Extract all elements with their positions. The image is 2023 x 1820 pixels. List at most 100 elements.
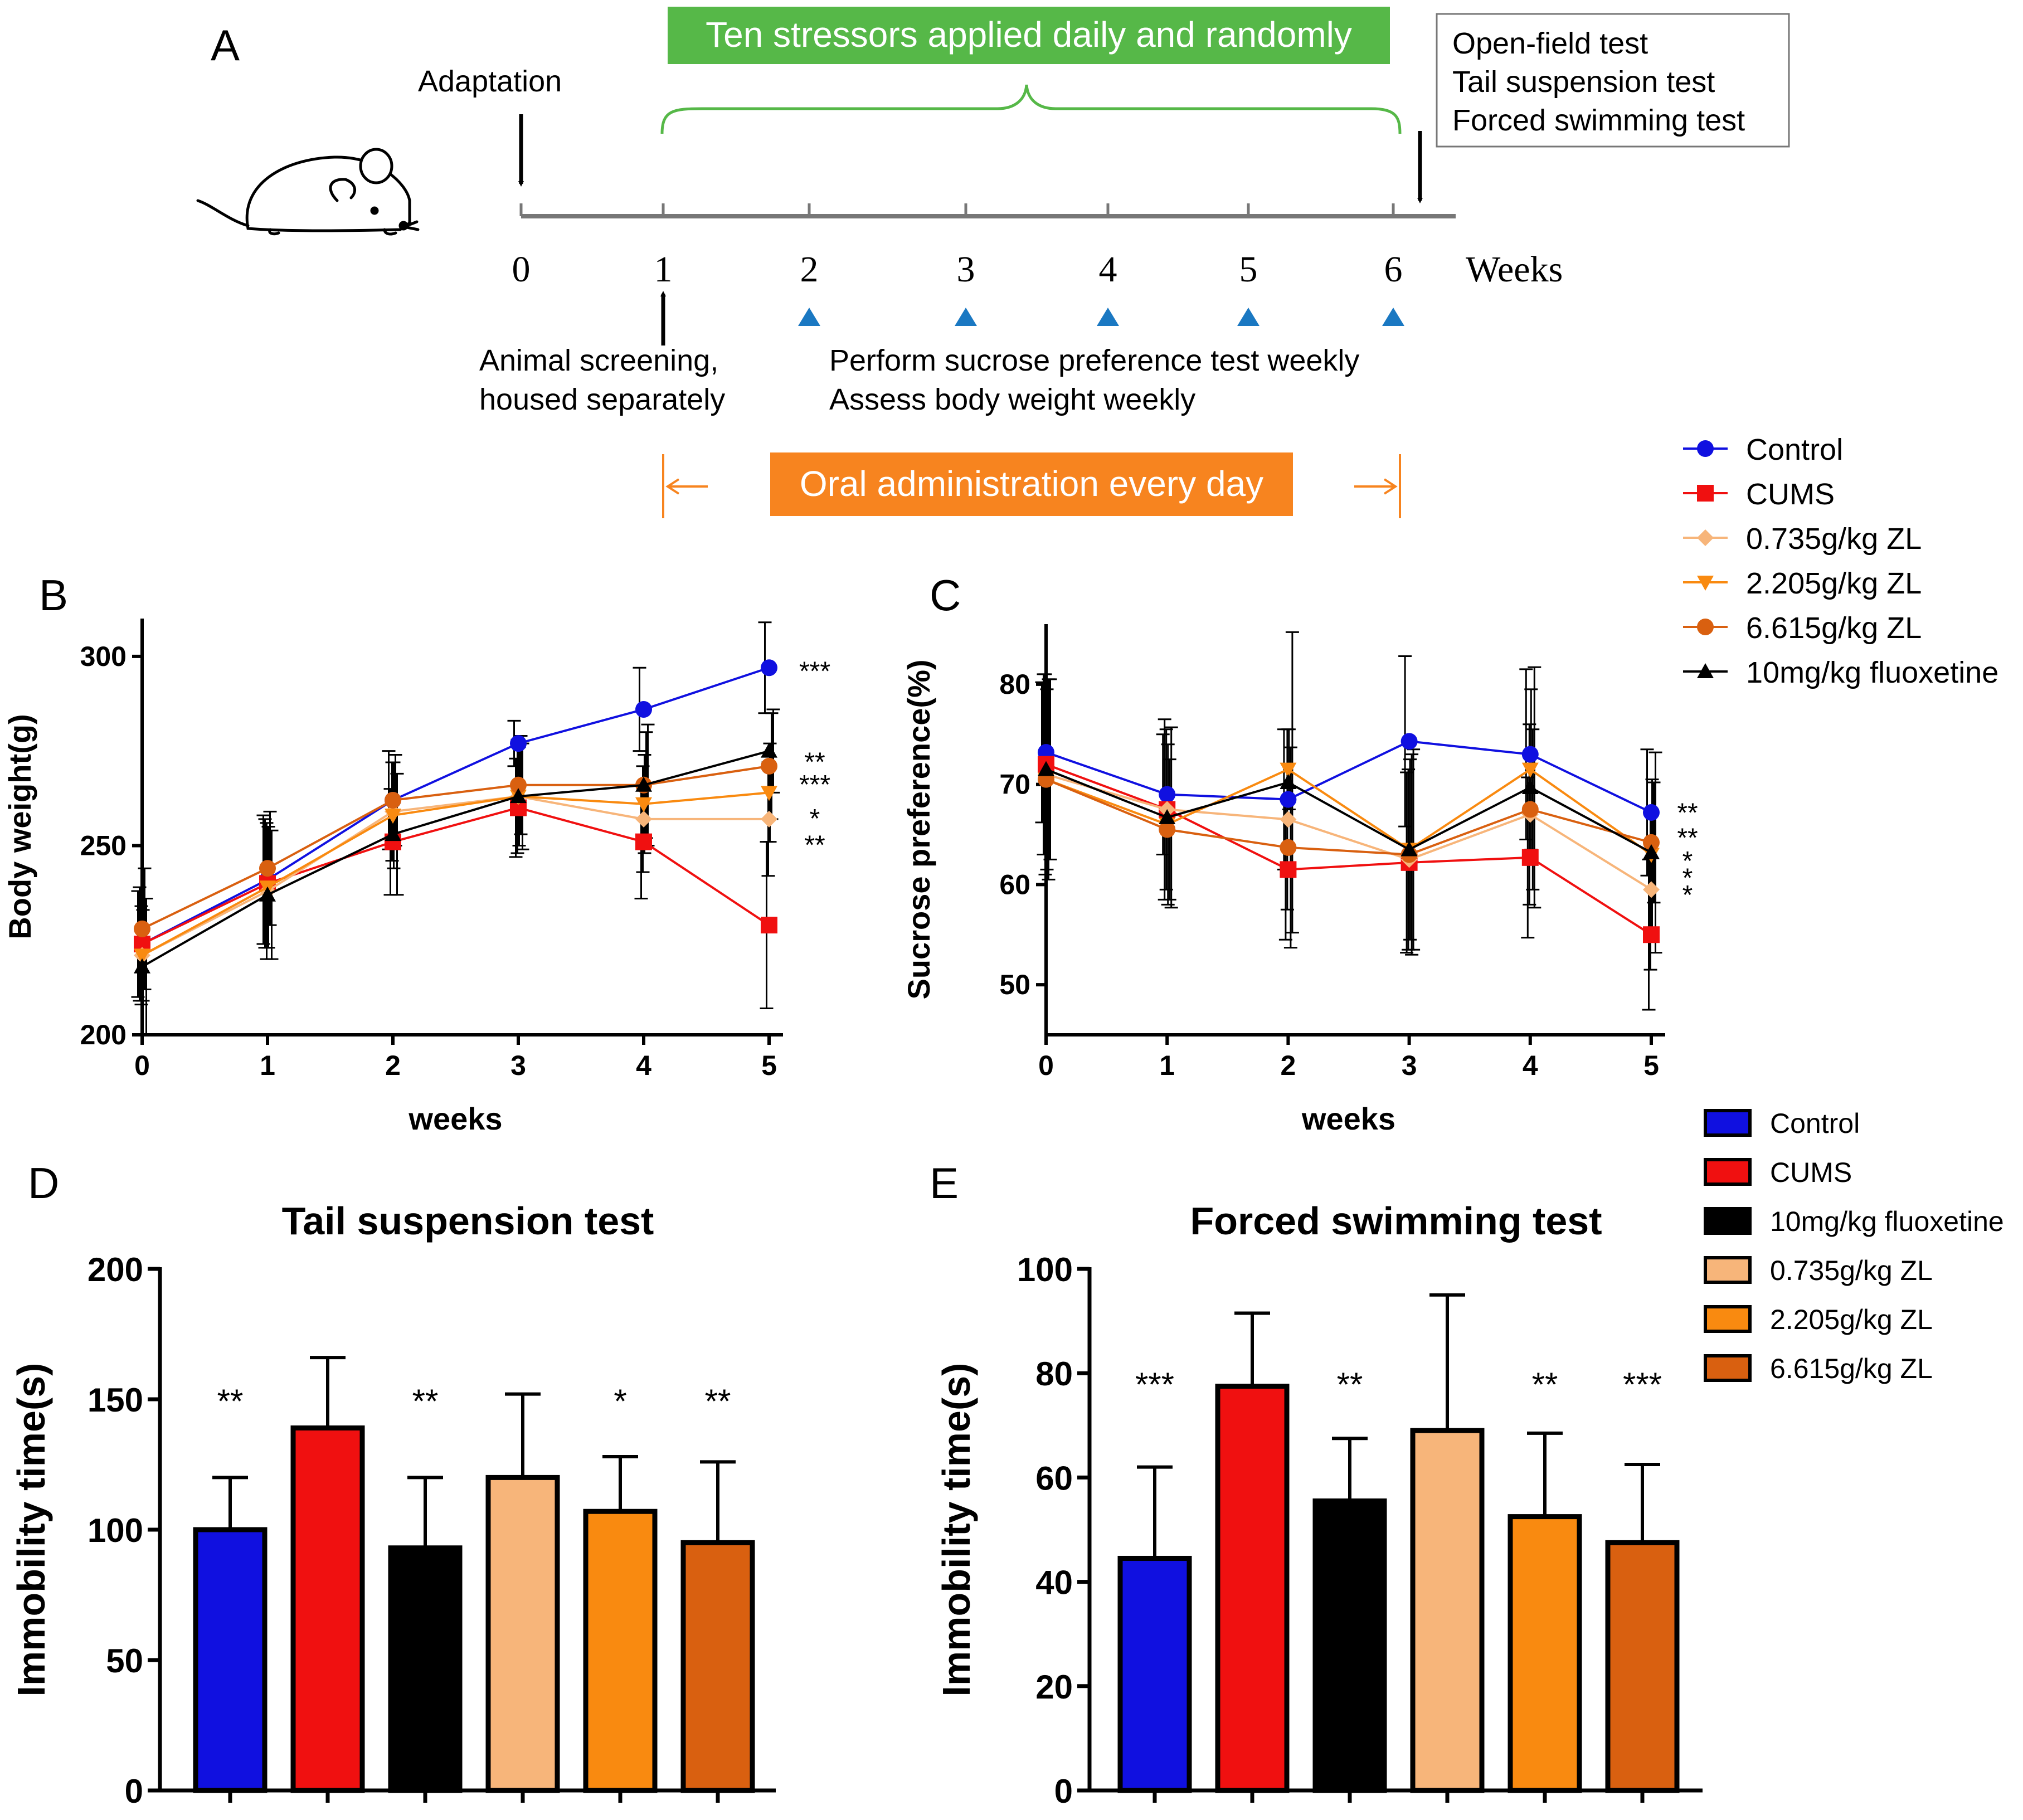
x-tick-label: 4 (636, 1050, 651, 1081)
y-tick-label: 80 (1035, 1355, 1073, 1393)
week-label-2: 2 (800, 249, 819, 290)
y-tick-label: 100 (87, 1512, 143, 1549)
panel-a-timeline: A Ten stressors applied daily and random… (196, 7, 1790, 518)
weekly-test-triangle-6 (1382, 308, 1404, 326)
data-point-cums (635, 833, 652, 850)
y-tick-label: 20 (1035, 1668, 1073, 1706)
stressor-brace (660, 84, 1402, 134)
y-tick-label: 0 (1054, 1773, 1073, 1810)
significance-label: ** (1337, 1366, 1363, 1403)
legend-label-0: Control (1746, 433, 1843, 466)
legend-marker-5 (1697, 663, 1714, 678)
chart-title: Forced swimming test (1190, 1199, 1602, 1243)
data-point-fluoxetine (635, 776, 652, 792)
data-point-control (761, 659, 777, 677)
y-axis-title: Immobility time(s) (9, 1363, 53, 1697)
data-point-fluoxetine (1643, 844, 1660, 859)
data-point-control (1400, 733, 1418, 750)
legend-label-1: CUMS (1746, 478, 1835, 511)
significance-label: ** (1532, 1366, 1558, 1403)
screening-line-2: housed separately (479, 383, 725, 416)
bar-legend-swatch-3 (1704, 1256, 1752, 1284)
series-line-cums (142, 806, 770, 945)
significance-annotation: ** (1677, 823, 1698, 853)
x-tick-label: 3 (510, 1050, 526, 1081)
data-point-zl_mid (1521, 762, 1539, 778)
adaptation-label: Adaptation (418, 65, 562, 98)
significance-label: ** (217, 1383, 244, 1420)
data-point-fluoxetine (1521, 779, 1539, 795)
data-point-zl_mid (1280, 762, 1297, 778)
series-line-zl_low (142, 795, 769, 957)
data-point-control (1280, 791, 1297, 808)
data-point-fluoxetine (1400, 841, 1418, 857)
data-point-zl_high (1159, 821, 1176, 838)
bar-legend-label-4: 2.205g/kg ZL (1770, 1304, 1933, 1335)
data-point-control (1643, 804, 1660, 821)
oral-banner (770, 452, 1293, 516)
panel-label-c: C (930, 571, 961, 620)
panel-label-d: D (28, 1159, 59, 1208)
series-line-fluoxetine (142, 750, 770, 968)
bar-cums (1215, 1384, 1290, 1793)
bar-legend-label-1: CUMS (1770, 1157, 1852, 1188)
y-tick-label: 100 (1017, 1251, 1073, 1288)
bar-control (1117, 1555, 1192, 1793)
week-label-0: 0 (512, 249, 531, 290)
data-point-control (1521, 746, 1539, 763)
bar-legend-label-2: 10mg/kg fluoxetine (1770, 1206, 2004, 1237)
bar-legend: Control CUMS 10mg/kg fluoxetine 0.735g/kg Z… (1704, 1108, 2004, 1384)
bar-legend-swatch-1 (1704, 1158, 1752, 1186)
y-tick-label: 60 (999, 869, 1030, 900)
legend-label-3: 2.205g/kg ZL (1746, 567, 1922, 600)
test-open-field: Open-field test (1452, 27, 1648, 60)
bar-fluoxetine (1312, 1498, 1387, 1793)
weekly-line-1: Perform sucrose preference test weekly (829, 344, 1359, 377)
legend-marker-4 (1697, 619, 1714, 635)
legend-label-5: 10mg/kg fluoxetine (1746, 656, 1998, 689)
legend-marker-3 (1697, 576, 1714, 591)
data-point-fluoxetine (259, 886, 276, 902)
panel-label-b: B (39, 571, 68, 620)
line-legend: Control CUMS 0.735g/kg ZL 2.205g/kg ZL 6.615… (1683, 433, 1998, 689)
data-point-zl_high (385, 791, 401, 809)
week-label-1: 1 (654, 249, 673, 290)
chart-e-forced-swimming: 0 20 40 60 80 100 Forced swimming test Immobili… (935, 1199, 1703, 1810)
panel-label-a: A (211, 21, 240, 70)
panel-label-e: E (930, 1159, 959, 1208)
x-tick-label: 5 (1643, 1050, 1659, 1081)
y-tick-label: 70 (999, 769, 1030, 800)
tests-box (1436, 13, 1790, 148)
weekly-test-markers (798, 308, 1404, 326)
series-line-zl_low (1045, 773, 1652, 891)
y-tick-label: 200 (87, 1251, 143, 1288)
data-point-zl_mid (385, 809, 401, 824)
data-point-zl_low (761, 810, 777, 828)
significance-annotation: *** (799, 770, 830, 800)
series-line-control (1045, 740, 1652, 814)
y-tick-label: 250 (80, 830, 127, 861)
x-tick-label: 0 (134, 1050, 150, 1081)
x-axis-title: weeks (408, 1101, 502, 1136)
significance-label: *** (1623, 1366, 1662, 1403)
data-point-zl_high (259, 860, 276, 877)
data-point-fluoxetine (761, 742, 777, 758)
week-label-3: 3 (957, 249, 975, 290)
significance-annotation: *** (799, 656, 830, 686)
bar-legend-label-0: Control (1770, 1108, 1860, 1139)
bar-zl_mid (583, 1508, 658, 1793)
data-point-zl_high (1643, 834, 1660, 851)
week-label-5: 5 (1239, 249, 1258, 290)
y-axis-title: Immobility time(s) (935, 1363, 978, 1697)
weekly-line-2: Assess body weight weekly (829, 383, 1195, 416)
weekly-test-triangle-2 (798, 308, 820, 326)
series-line-cums (1045, 763, 1652, 936)
significance-annotation: ** (804, 747, 825, 777)
data-point-zl_high (510, 776, 527, 794)
oral-banner-text: Oral administration every day (800, 464, 1263, 504)
series-line-fluoxetine (1045, 768, 1652, 854)
oral-left-arrow (665, 478, 708, 495)
x-tick-label: 1 (260, 1050, 275, 1081)
y-tick-label: 50 (999, 969, 1030, 1000)
significance-label: *** (1135, 1366, 1174, 1403)
